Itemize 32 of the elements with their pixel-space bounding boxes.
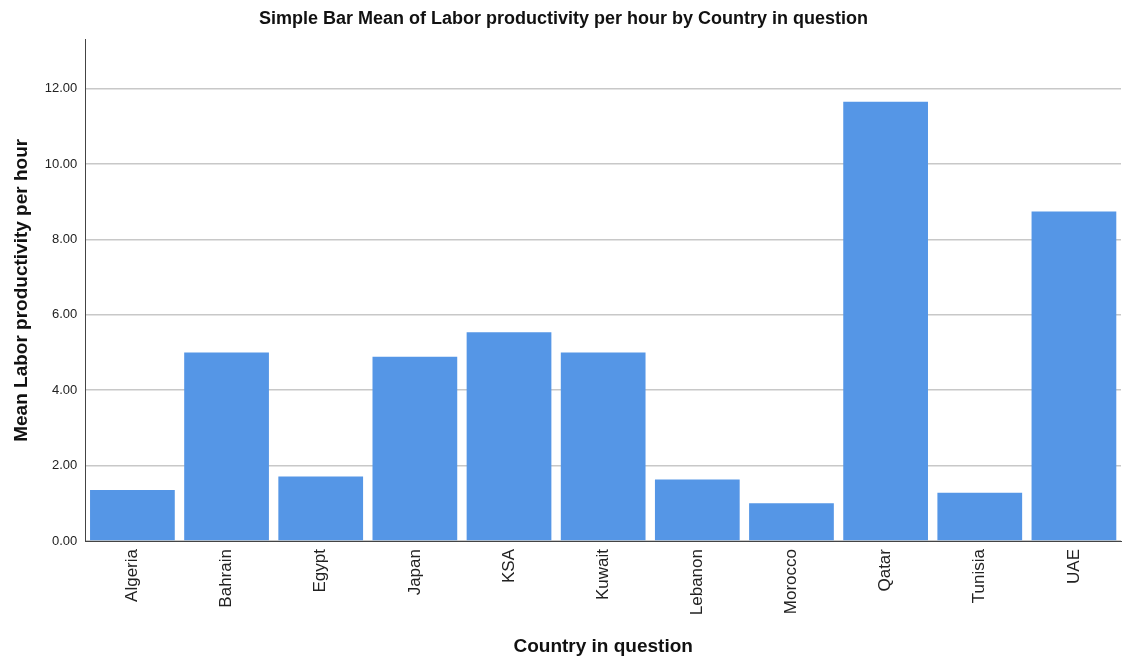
x-tick-label: Qatar (875, 548, 895, 592)
bar (466, 332, 552, 541)
bar (654, 479, 740, 541)
x-tick-label: Egypt (310, 548, 330, 593)
y-axis-title: Mean Labor productivity per hour (9, 138, 31, 442)
x-tick-label: Morocco (781, 549, 801, 615)
x-tick-label: Bahrain (216, 549, 236, 608)
y-tick-label: 10.00 (44, 155, 78, 171)
y-tick-label: 12.00 (44, 80, 78, 96)
x-tick-label: Japan (404, 549, 424, 596)
x-tick-label: Kuwait (592, 548, 612, 601)
x-tick-label: UAE (1063, 549, 1083, 584)
y-tick-label: 2.00 (52, 457, 78, 473)
chart-title: Simple Bar Mean of Labor productivity per hour by Country in question (258, 7, 869, 28)
x-tick-label: Lebanon (687, 549, 707, 616)
x-tick-label: KSA (498, 548, 518, 584)
bar (1031, 211, 1117, 541)
y-tick-label: 6.00 (52, 306, 78, 322)
bar (90, 490, 175, 541)
bar (184, 352, 269, 541)
y-tick-label: 4.00 (52, 381, 78, 397)
bar (937, 492, 1023, 541)
bar (560, 352, 646, 541)
x-tick-label: Algeria (122, 548, 142, 602)
y-tick-label: 0.00 (52, 532, 78, 548)
bar (372, 356, 458, 541)
bar (749, 503, 834, 541)
bar (843, 101, 928, 541)
y-tick-label: 8.00 (52, 230, 78, 246)
bar (278, 476, 364, 541)
x-axis-title: Country in question (513, 634, 693, 656)
x-tick-label: Tunisia (969, 548, 989, 604)
